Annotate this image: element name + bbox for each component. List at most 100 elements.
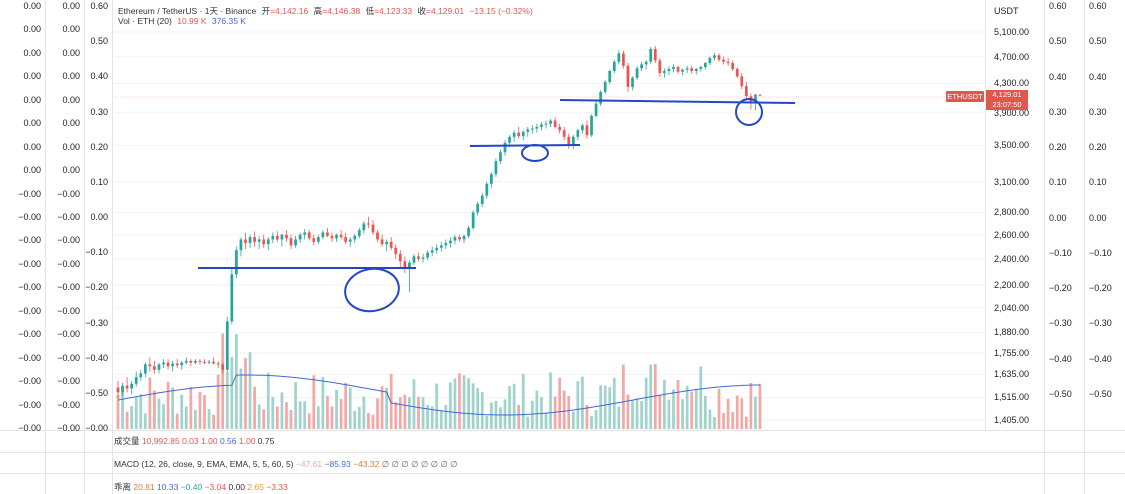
scale-value: −0.00	[18, 212, 41, 222]
volume-bar	[690, 391, 694, 429]
candle-body	[485, 183, 489, 196]
volume-bar	[421, 397, 425, 429]
third-panel-label[interactable]: 乖离	[114, 482, 132, 492]
support-circle-1	[344, 267, 400, 313]
candle	[526, 126, 530, 137]
candle	[644, 59, 648, 70]
candle-body	[421, 257, 425, 259]
candle-body	[480, 195, 484, 204]
candle-body	[672, 67, 675, 70]
candle	[376, 230, 379, 242]
volume-bar	[357, 406, 361, 429]
volume-bar	[171, 387, 175, 429]
candle	[590, 114, 593, 137]
volume-bar	[553, 396, 557, 429]
symbol-title[interactable]: Ethereum / TetherUS · 1天 · Binance	[118, 6, 257, 16]
scale-value: 0.30	[1089, 106, 1107, 117]
candle	[298, 232, 302, 243]
candle-body	[622, 53, 625, 66]
scale-value: 0.00	[23, 24, 41, 35]
candle-body	[289, 238, 293, 246]
candle-body	[540, 124, 543, 127]
candle-body	[271, 235, 275, 240]
candle	[603, 79, 607, 95]
scale-value: 0.20	[1049, 142, 1067, 153]
candle-body	[207, 361, 211, 363]
candle-body	[198, 360, 202, 362]
volume-bar	[153, 390, 156, 429]
candle-body	[426, 252, 429, 258]
volume-bar	[603, 385, 607, 429]
candle	[435, 244, 439, 254]
scale-value: 0.00	[23, 165, 41, 176]
scale-value: −0.30	[1049, 318, 1072, 329]
candle	[649, 47, 653, 65]
symbol-price-tag: ETHUSDT	[946, 91, 984, 102]
volume-panel-v3: 0.56	[219, 436, 237, 446]
scale-value: −0.00	[57, 423, 80, 433]
candle-body	[326, 232, 329, 236]
volume-bar	[389, 374, 393, 429]
candle	[412, 253, 416, 266]
countdown: 23:07:50	[992, 100, 1022, 109]
volume-bar	[644, 377, 648, 429]
scale-value: −0.10	[85, 247, 108, 258]
candle-body	[549, 120, 552, 124]
scale-value: −0.50	[1049, 389, 1072, 399]
price-tick-label: 4,700.00	[994, 51, 1030, 62]
volume-bar	[508, 386, 511, 429]
candle-body	[499, 152, 502, 162]
price-tick-label: 2,800.00	[994, 207, 1030, 218]
scale-value: 0.10	[1089, 177, 1107, 188]
macd-panel-label[interactable]: MACD (12, 26, close, 9, EMA, EMA, 5, 5, …	[114, 459, 294, 469]
candle	[740, 73, 744, 90]
scale-value: 0.60	[1089, 1, 1107, 11]
candle-body	[576, 130, 580, 137]
scale-value: −0.20	[1049, 283, 1072, 294]
scale-value: 0.00	[62, 71, 80, 82]
candle-body	[599, 91, 603, 104]
candle	[530, 125, 534, 134]
volume-bar	[257, 404, 261, 429]
volume-bar	[307, 413, 311, 429]
scale-value: −0.00	[18, 188, 41, 199]
candle-body	[184, 360, 188, 363]
scale-value: −0.00	[57, 258, 80, 269]
right-col-divider	[1084, 0, 1085, 494]
volume-bar	[581, 376, 584, 429]
candle	[567, 133, 571, 149]
volume-bar	[617, 406, 621, 429]
candle-body	[635, 68, 639, 78]
scale-value: −0.00	[85, 423, 108, 433]
candle	[216, 360, 220, 368]
candle-body	[430, 250, 434, 253]
third-v1: 10.33	[157, 482, 179, 492]
vol-label[interactable]: Vol · ETH (20)	[118, 16, 172, 26]
scale-value: −0.00	[57, 376, 80, 387]
volume-bar	[653, 364, 657, 429]
volume-bar	[635, 398, 639, 429]
candle	[403, 256, 407, 273]
volume-panel-label[interactable]: 成交量	[114, 436, 140, 446]
candle-body	[735, 69, 739, 77]
price-tick-label: 1,755.00	[994, 348, 1030, 359]
open-label: 开	[261, 6, 271, 16]
candle	[203, 359, 206, 365]
volume-bar	[294, 382, 297, 429]
scale-value: 0.00	[23, 94, 41, 105]
candle	[581, 123, 584, 134]
candle	[703, 61, 707, 70]
candle-body	[357, 230, 361, 236]
price-tick-label: 3,100.00	[994, 176, 1030, 187]
volume-panel-v2: 1.00	[201, 436, 218, 446]
scale-value: −0.00	[18, 423, 41, 433]
volume-panel-legend: 成交量 10,992.85 0.03 1.00 0.56 1.00 0.75	[114, 435, 274, 447]
candle-body	[335, 234, 338, 239]
volume-bar	[134, 397, 138, 429]
axis-currency[interactable]: USDT	[994, 6, 1019, 16]
price-tick-label: 2,040.00	[994, 302, 1030, 313]
candle-body	[348, 239, 352, 242]
price-axis[interactable]: USDT 5,100.00 4,700.00 4,300.00 3,900.00 3,5…	[986, 0, 1044, 430]
volume-bar	[476, 388, 480, 429]
